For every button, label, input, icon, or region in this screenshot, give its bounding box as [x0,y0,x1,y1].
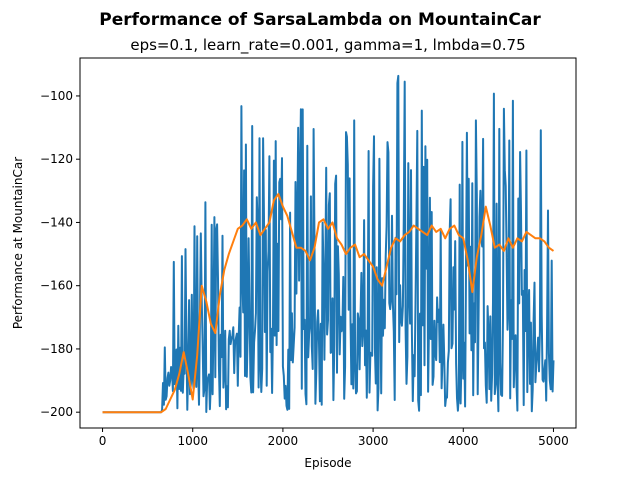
plot-frame [79,57,577,429]
chart-subtitle: eps=0.1, learn_rate=0.001, gamma=1, lmbd… [130,36,525,55]
y-tick-label: −120 [40,152,73,166]
y-tick-label: −100 [40,89,73,103]
chart-title: Performance of SarsaLambda on MountainCa… [99,10,541,30]
moving-average-line [102,193,555,414]
y-axis-label: Performance at MountainCar [11,157,25,329]
x-tick-label: 1000 [177,434,208,448]
y-tick-label: −160 [40,279,73,293]
x-tick-label: 0 [99,434,107,448]
y-tick-label: −180 [40,342,73,356]
x-tick-label: 3000 [358,434,389,448]
y-tick-label: −200 [40,405,73,419]
x-axis-label: Episode [304,456,351,470]
axis-ticks: 0 1000 2000 3000 4000 5000 −200 −180 −160 −140 −12… [40,89,569,448]
x-tick-label: 5000 [538,434,569,448]
x-tick-label: 4000 [448,434,479,448]
series-layer [102,74,555,414]
y-tick-label: −140 [40,215,73,229]
x-tick-label: 2000 [268,434,299,448]
